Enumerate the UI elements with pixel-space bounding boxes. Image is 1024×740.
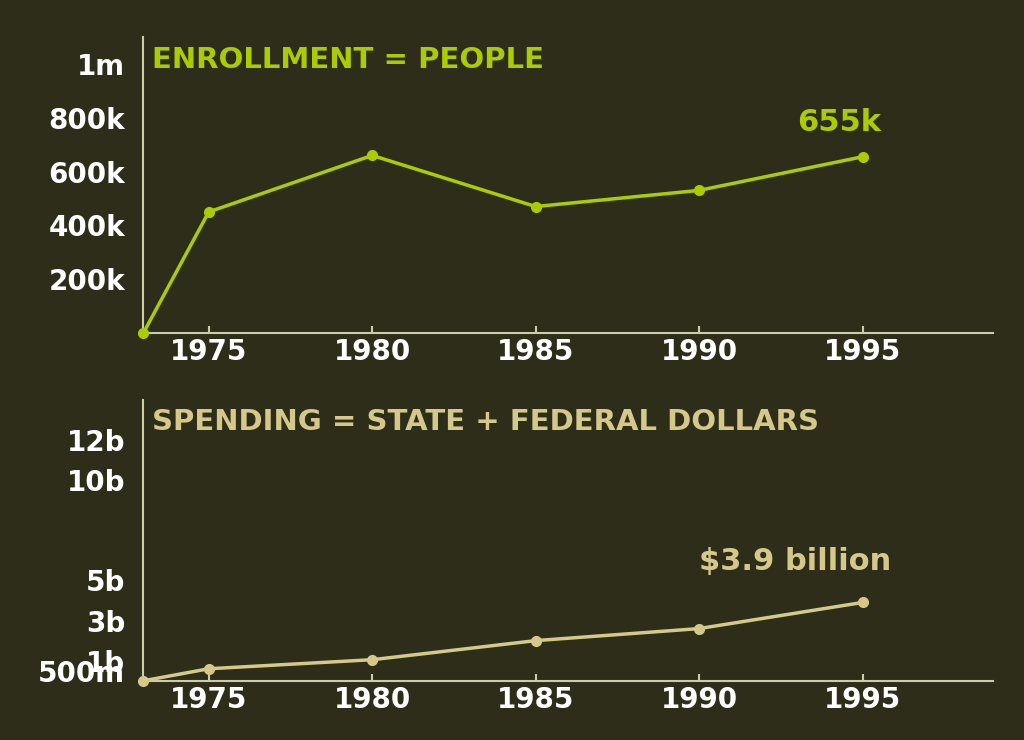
Text: $3.9 billion: $3.9 billion [699, 548, 891, 576]
Text: 655k: 655k [797, 107, 881, 137]
Text: ENROLLMENT = PEOPLE: ENROLLMENT = PEOPLE [152, 46, 544, 74]
Text: SPENDING = STATE + FEDERAL DOLLARS: SPENDING = STATE + FEDERAL DOLLARS [152, 408, 819, 436]
